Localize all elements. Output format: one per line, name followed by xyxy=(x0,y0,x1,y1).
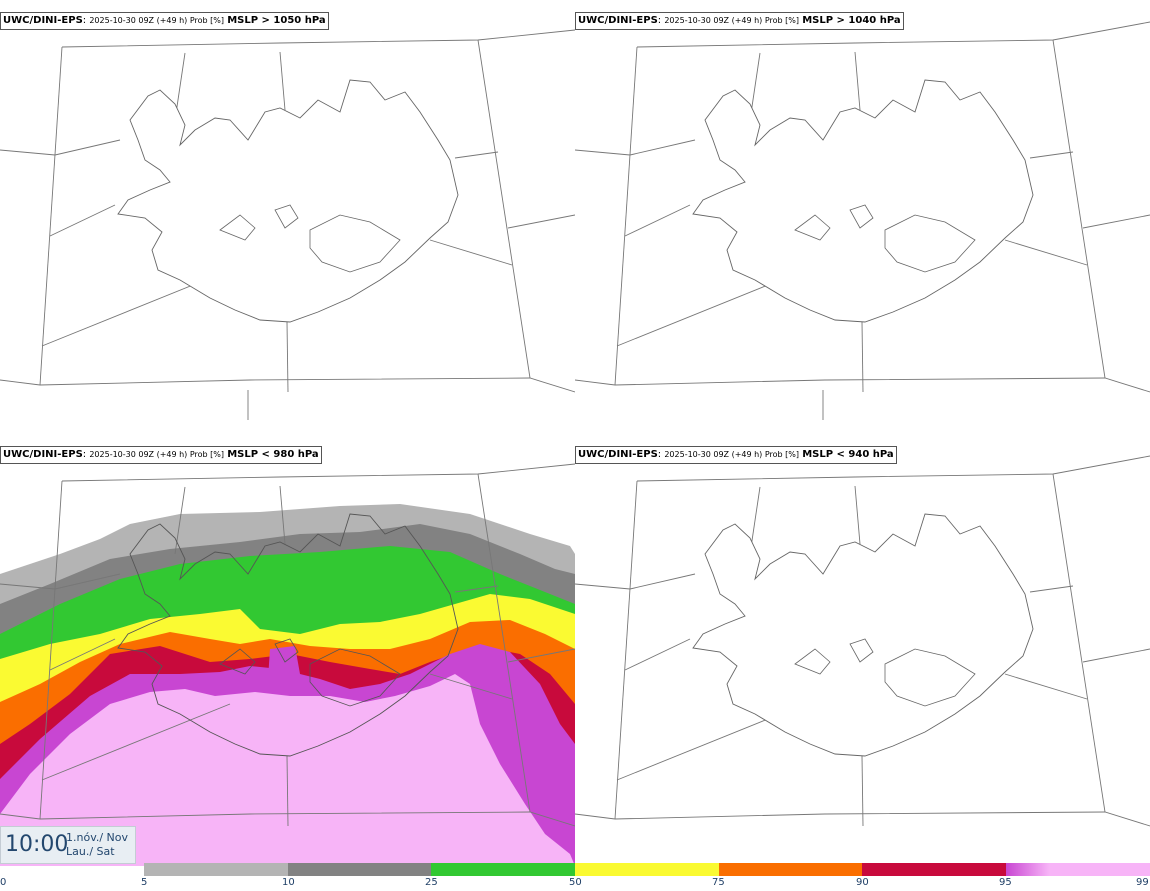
colorbar-label-10: 10 xyxy=(282,877,295,888)
model-name: UWC/DINI-EPS xyxy=(578,449,658,460)
model-name: UWC/DINI-EPS xyxy=(578,15,658,26)
colorbar-seg-50-75 xyxy=(575,863,719,876)
threshold: MSLP > 1050 hPa xyxy=(227,15,326,26)
valid-date-text: 1.nóv./ Nov xyxy=(66,831,129,844)
threshold: MSLP > 1040 hPa xyxy=(802,15,901,26)
colorbar-tail xyxy=(1006,863,1150,876)
map-940 xyxy=(575,455,1150,827)
model-name: UWC/DINI-EPS xyxy=(3,449,83,460)
map-panel-980: UWC/DINI-EPS: 2025-10-30 09Z (+49 h) Pro… xyxy=(0,434,575,866)
threshold: MSLP < 980 hPa xyxy=(227,449,319,460)
run-info: 2025-10-30 09Z (+49 h) Prob [%] xyxy=(664,16,800,25)
model-name: UWC/DINI-EPS xyxy=(3,15,83,26)
colorbar-label-0: 0 xyxy=(0,877,7,888)
panel-title: UWC/DINI-EPS: 2025-10-30 09Z (+49 h) Pro… xyxy=(0,12,329,30)
colorbar-seg-90-95 xyxy=(862,863,1006,876)
run-info: 2025-10-30 09Z (+49 h) Prob [%] xyxy=(89,450,225,459)
panel-title: UWC/DINI-EPS: 2025-10-30 09Z (+49 h) Pro… xyxy=(575,446,897,464)
panel-title: UWC/DINI-EPS: 2025-10-30 09Z (+49 h) Pro… xyxy=(0,446,322,464)
colorbar-label-25: 25 xyxy=(425,877,438,888)
valid-time: 10:00 xyxy=(5,832,69,857)
colorbar-label-90: 90 xyxy=(856,877,869,888)
colorbar-label-99: 99 xyxy=(1136,877,1149,888)
colorbar-seg-top xyxy=(1006,863,1150,876)
colorbar-label-50: 50 xyxy=(569,877,582,888)
valid-time-box: 10:00 1.nóv./ Nov Lau./ Sat xyxy=(0,826,136,864)
valid-date: 1.nóv./ Nov Lau./ Sat xyxy=(66,831,128,859)
threshold: MSLP < 940 hPa xyxy=(802,449,894,460)
panel-title: UWC/DINI-EPS: 2025-10-30 09Z (+49 h) Pro… xyxy=(575,12,904,30)
colorbar-label-95: 95 xyxy=(999,877,1012,888)
map-1050 xyxy=(0,29,575,420)
map-panel-1040: UWC/DINI-EPS: 2025-10-30 09Z (+49 h) Pro… xyxy=(575,0,1150,432)
map-panel-940: UWC/DINI-EPS: 2025-10-30 09Z (+49 h) Pro… xyxy=(575,434,1150,866)
map-1040 xyxy=(575,21,1150,420)
run-info: 2025-10-30 09Z (+49 h) Prob [%] xyxy=(664,450,800,459)
colorbar-label-5: 5 xyxy=(141,877,148,888)
run-info: 2025-10-30 09Z (+49 h) Prob [%] xyxy=(89,16,225,25)
map-panel-1050: UWC/DINI-EPS: 2025-10-30 09Z (+49 h) Pro… xyxy=(0,0,575,432)
colorbar xyxy=(144,863,1150,876)
colorbar-seg-10-25 xyxy=(288,863,431,876)
map-980 xyxy=(0,463,575,866)
valid-weekday: Lau./ Sat xyxy=(66,845,115,858)
colorbar-seg-75-90 xyxy=(719,863,862,876)
colorbar-seg-25-50 xyxy=(431,863,575,876)
colorbar-label-75: 75 xyxy=(712,877,725,888)
colorbar-seg-5-10 xyxy=(144,863,288,876)
